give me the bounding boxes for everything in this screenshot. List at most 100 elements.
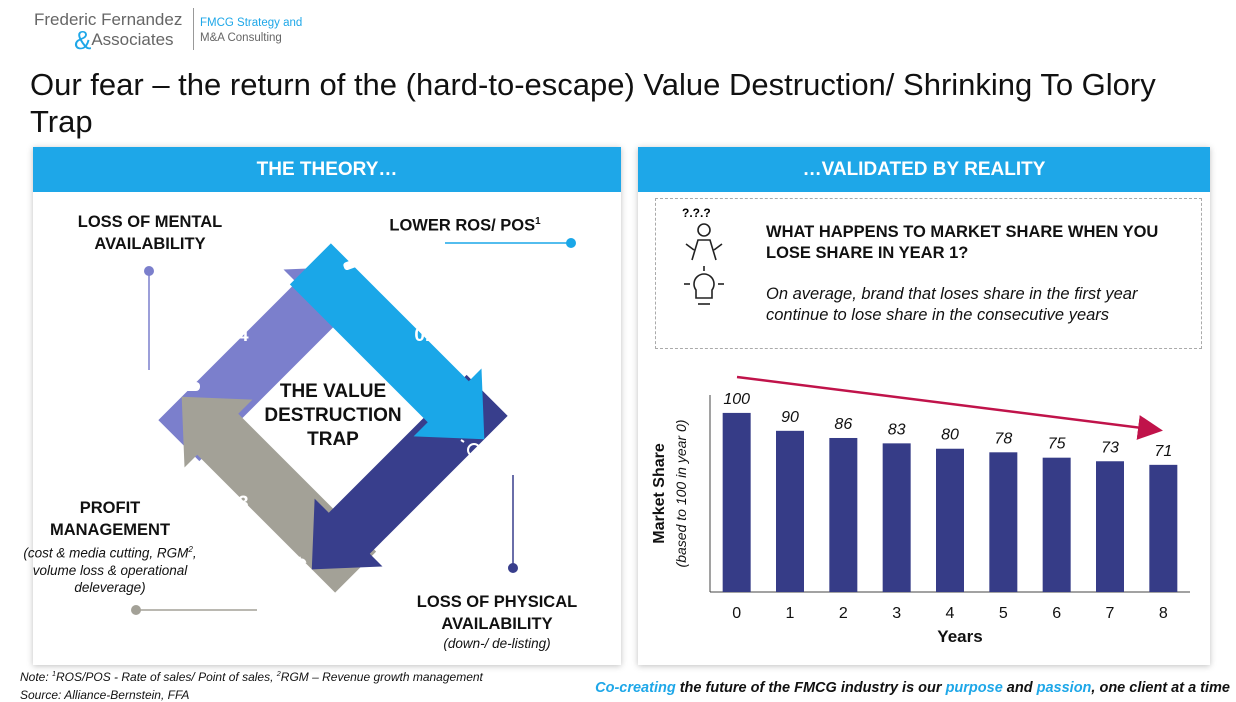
- step-title: MANAGEMENT: [12, 519, 208, 541]
- note-text: ROS/POS - Rate of sales/ Point of sales,: [56, 670, 277, 684]
- panel-heading: …VALIDATED BY REALITY: [638, 147, 1210, 192]
- insight-box: [655, 198, 1202, 349]
- tagline-text: the future of the FMCG industry is our: [675, 680, 946, 696]
- connector-dot: [144, 266, 154, 276]
- tag-line: M&A Consulting: [200, 32, 282, 44]
- center-label: THE VALUE: [280, 381, 386, 402]
- step-title-text: AVAILABILITY: [441, 615, 553, 633]
- step-label: LOSS OF MENTAL AVAILABILITY: [55, 211, 245, 255]
- value-label: 83: [888, 421, 906, 438]
- step-title-text: PROFIT: [79, 499, 141, 517]
- bar: [936, 448, 964, 592]
- icons: [684, 223, 724, 305]
- logo-tag: FMCG Strategy and M&A Consulting: [200, 16, 302, 46]
- center-label: TRAP: [307, 429, 359, 450]
- x-axis-label: Years: [937, 627, 982, 646]
- tagline-text: , one client at a time: [1091, 680, 1230, 696]
- x-tick-label: 3: [892, 605, 901, 622]
- note: Note: 1ROS/POS - Rate of sales/ Point of…: [20, 669, 483, 684]
- y-axis-sublabel: (based to 100 in year 0): [673, 420, 689, 568]
- y-axis-label: Market Share: [651, 443, 668, 544]
- step-sub-text: (cost & media cutting, RGM: [23, 545, 189, 561]
- step-title: AVAILABILITY: [397, 613, 597, 635]
- x-tick-label: 5: [999, 605, 1008, 622]
- step-title: LOWER ROS/ POS1: [370, 211, 560, 237]
- step-title-text: AVAILABILITY: [94, 235, 206, 253]
- question: WHAT HAPPENS TO MARKET SHARE WHEN YOU LO…: [766, 223, 1159, 262]
- value-label: 80: [941, 427, 959, 444]
- note-text: Note:: [20, 670, 53, 684]
- x-tick-label: 0: [732, 605, 741, 622]
- step-title: LOSS OF MENTAL: [55, 211, 245, 233]
- step-title: PROFIT: [12, 497, 208, 519]
- logo-divider: [193, 8, 194, 50]
- tagline: Co-creating the future of the FMCG indus…: [595, 680, 1230, 696]
- step-title-text: MANAGEMENT: [49, 521, 171, 539]
- x-tick-label: 1: [786, 605, 795, 622]
- x-tick-label: 7: [1106, 605, 1115, 622]
- center-label: DESTRUCTION: [264, 405, 401, 426]
- connector-dot: [508, 563, 518, 573]
- value-label: 78: [994, 430, 1012, 447]
- step-number: 03: [227, 493, 248, 514]
- tagline-text: purpose: [945, 680, 1003, 696]
- step-sub-text: , volume loss & operational deleverage): [32, 545, 197, 595]
- tagline-text: and: [1002, 680, 1037, 696]
- step-title: AVAILABILITY: [55, 233, 245, 255]
- question-marks: ?.?.?: [682, 206, 711, 220]
- arrow-01: [289, 243, 485, 440]
- x-tick-label: 2: [839, 605, 848, 622]
- logo-amp: &: [74, 25, 92, 55]
- value-label: 86: [834, 416, 852, 433]
- insight: On average, brand that loses share in th…: [766, 285, 1138, 324]
- bar: [1149, 464, 1178, 592]
- logo: Frederic Fernandez &Associates: [34, 10, 183, 53]
- step-label: LOWER ROS/ POS1: [370, 211, 560, 237]
- note-text: 1: [52, 669, 57, 678]
- value-label: 71: [1154, 443, 1172, 460]
- x-tick-label: 4: [946, 605, 955, 622]
- bar: [1042, 457, 1071, 592]
- people-icon: [160, 366, 200, 391]
- step-number: 01: [414, 325, 436, 346]
- step-sub: (down-/ de-listing): [397, 635, 597, 652]
- value-label: 73: [1101, 439, 1119, 456]
- note-text: 2: [276, 669, 281, 678]
- source: Source: Alliance-Bernstein, FFA: [20, 688, 190, 702]
- value-label: 90: [781, 409, 799, 426]
- x-tick-label: 8: [1159, 605, 1168, 622]
- step-title-text: LOWER ROS/ POS: [389, 216, 536, 235]
- tag-line: FMCG Strategy and: [200, 17, 303, 29]
- step-sub-text: 2: [188, 545, 193, 554]
- step-title-text: LOSS OF MENTAL: [77, 213, 223, 231]
- trap-diagram: 01 04 03 $ THE VALUE DESTRUCTION TRAP: [131, 238, 576, 615]
- logo-line: Associates: [91, 30, 174, 49]
- bulb-icon: [460, 439, 488, 461]
- bar: [722, 412, 751, 592]
- note-text: RGM – Revenue growth management: [280, 670, 483, 684]
- panel-heading: THE THEORY…: [33, 147, 621, 192]
- step-number: 04: [227, 325, 249, 346]
- value-label: 75: [1048, 436, 1066, 453]
- x-tick-label: 6: [1052, 605, 1061, 622]
- bar: [882, 443, 911, 592]
- step-title: LOSS OF PHYSICAL: [397, 591, 597, 613]
- tagline-text: Co-creating: [595, 680, 676, 696]
- superscript: 1: [535, 216, 541, 227]
- step-title-text: LOSS OF PHYSICAL: [416, 593, 578, 611]
- logo-line: Frederic Fernandez: [34, 10, 183, 29]
- step-sub: (cost & media cutting, RGM2, volume loss…: [12, 541, 208, 596]
- step-label: PROFIT MANAGEMENT (cost & media cutting, R…: [12, 497, 208, 596]
- slide-title: Our fear – the return of the (hard-to-es…: [30, 67, 1156, 139]
- dollar-icon: $: [293, 552, 308, 582]
- step-sub-text: (down-/ de-listing): [443, 636, 551, 651]
- tagline-text: passion: [1036, 680, 1092, 696]
- bar: [989, 452, 1018, 592]
- bar: [776, 430, 804, 592]
- connector-dot: [131, 605, 141, 615]
- step-label: LOSS OF PHYSICAL AVAILABILITY (down-/ de-l…: [397, 591, 597, 652]
- trend-arrow: [736, 375, 1163, 440]
- bar: [1096, 461, 1124, 592]
